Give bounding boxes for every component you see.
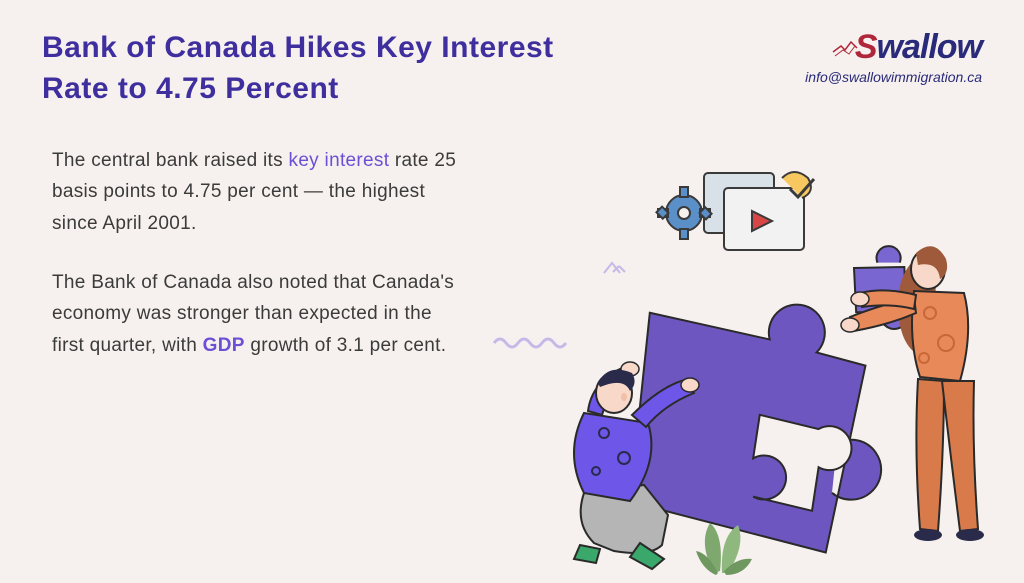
page-title: Bank of Canada Hikes Key Interest Rate t… [42, 28, 602, 109]
paragraph-1: The central bank raised its key interest… [52, 145, 460, 239]
logo-email: info@swallowimmigration.ca [805, 69, 982, 85]
puzzle-illustration [484, 153, 1014, 583]
highlight-gdp: GDP [203, 335, 245, 356]
body-content: The central bank raised its key interest… [0, 109, 460, 361]
paragraph-2: The Bank of Canada also noted that Canad… [52, 267, 460, 361]
highlight-key-interest: key interest [289, 150, 390, 171]
logo: Swallow info@swallowimmigration.ca [805, 28, 982, 85]
logo-text: Swallow [805, 28, 982, 67]
